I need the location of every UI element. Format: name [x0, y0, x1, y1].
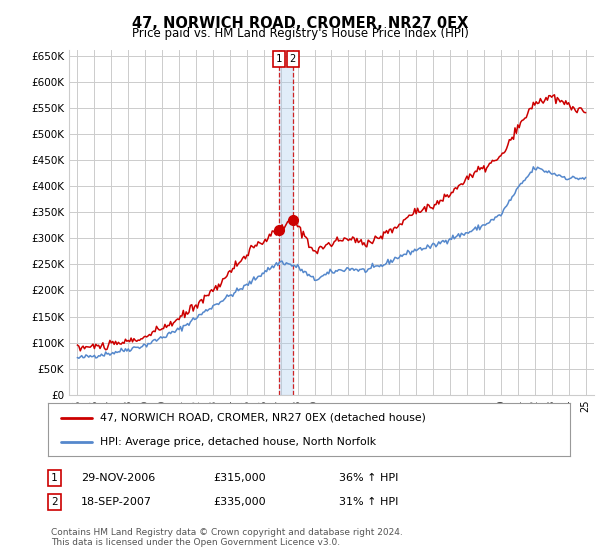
Bar	[279, 50, 293, 395]
Text: 2: 2	[51, 497, 58, 507]
Text: 47, NORWICH ROAD, CROMER, NR27 0EX: 47, NORWICH ROAD, CROMER, NR27 0EX	[132, 16, 468, 31]
Text: 47, NORWICH ROAD, CROMER, NR27 0EX (detached house): 47, NORWICH ROAD, CROMER, NR27 0EX (deta…	[100, 413, 426, 423]
Text: £315,000: £315,000	[213, 473, 266, 483]
Text: £335,000: £335,000	[213, 497, 266, 507]
Text: Contains HM Land Registry data © Crown copyright and database right 2024.
This d: Contains HM Land Registry data © Crown c…	[51, 528, 403, 548]
Text: 31% ↑ HPI: 31% ↑ HPI	[339, 497, 398, 507]
Text: 36% ↑ HPI: 36% ↑ HPI	[339, 473, 398, 483]
Text: 18-SEP-2007: 18-SEP-2007	[81, 497, 152, 507]
Text: 1: 1	[51, 473, 58, 483]
Text: 2: 2	[290, 54, 296, 64]
Text: HPI: Average price, detached house, North Norfolk: HPI: Average price, detached house, Nort…	[100, 437, 376, 447]
Text: Price paid vs. HM Land Registry's House Price Index (HPI): Price paid vs. HM Land Registry's House …	[131, 27, 469, 40]
Text: 29-NOV-2006: 29-NOV-2006	[81, 473, 155, 483]
Text: 1: 1	[276, 54, 282, 64]
